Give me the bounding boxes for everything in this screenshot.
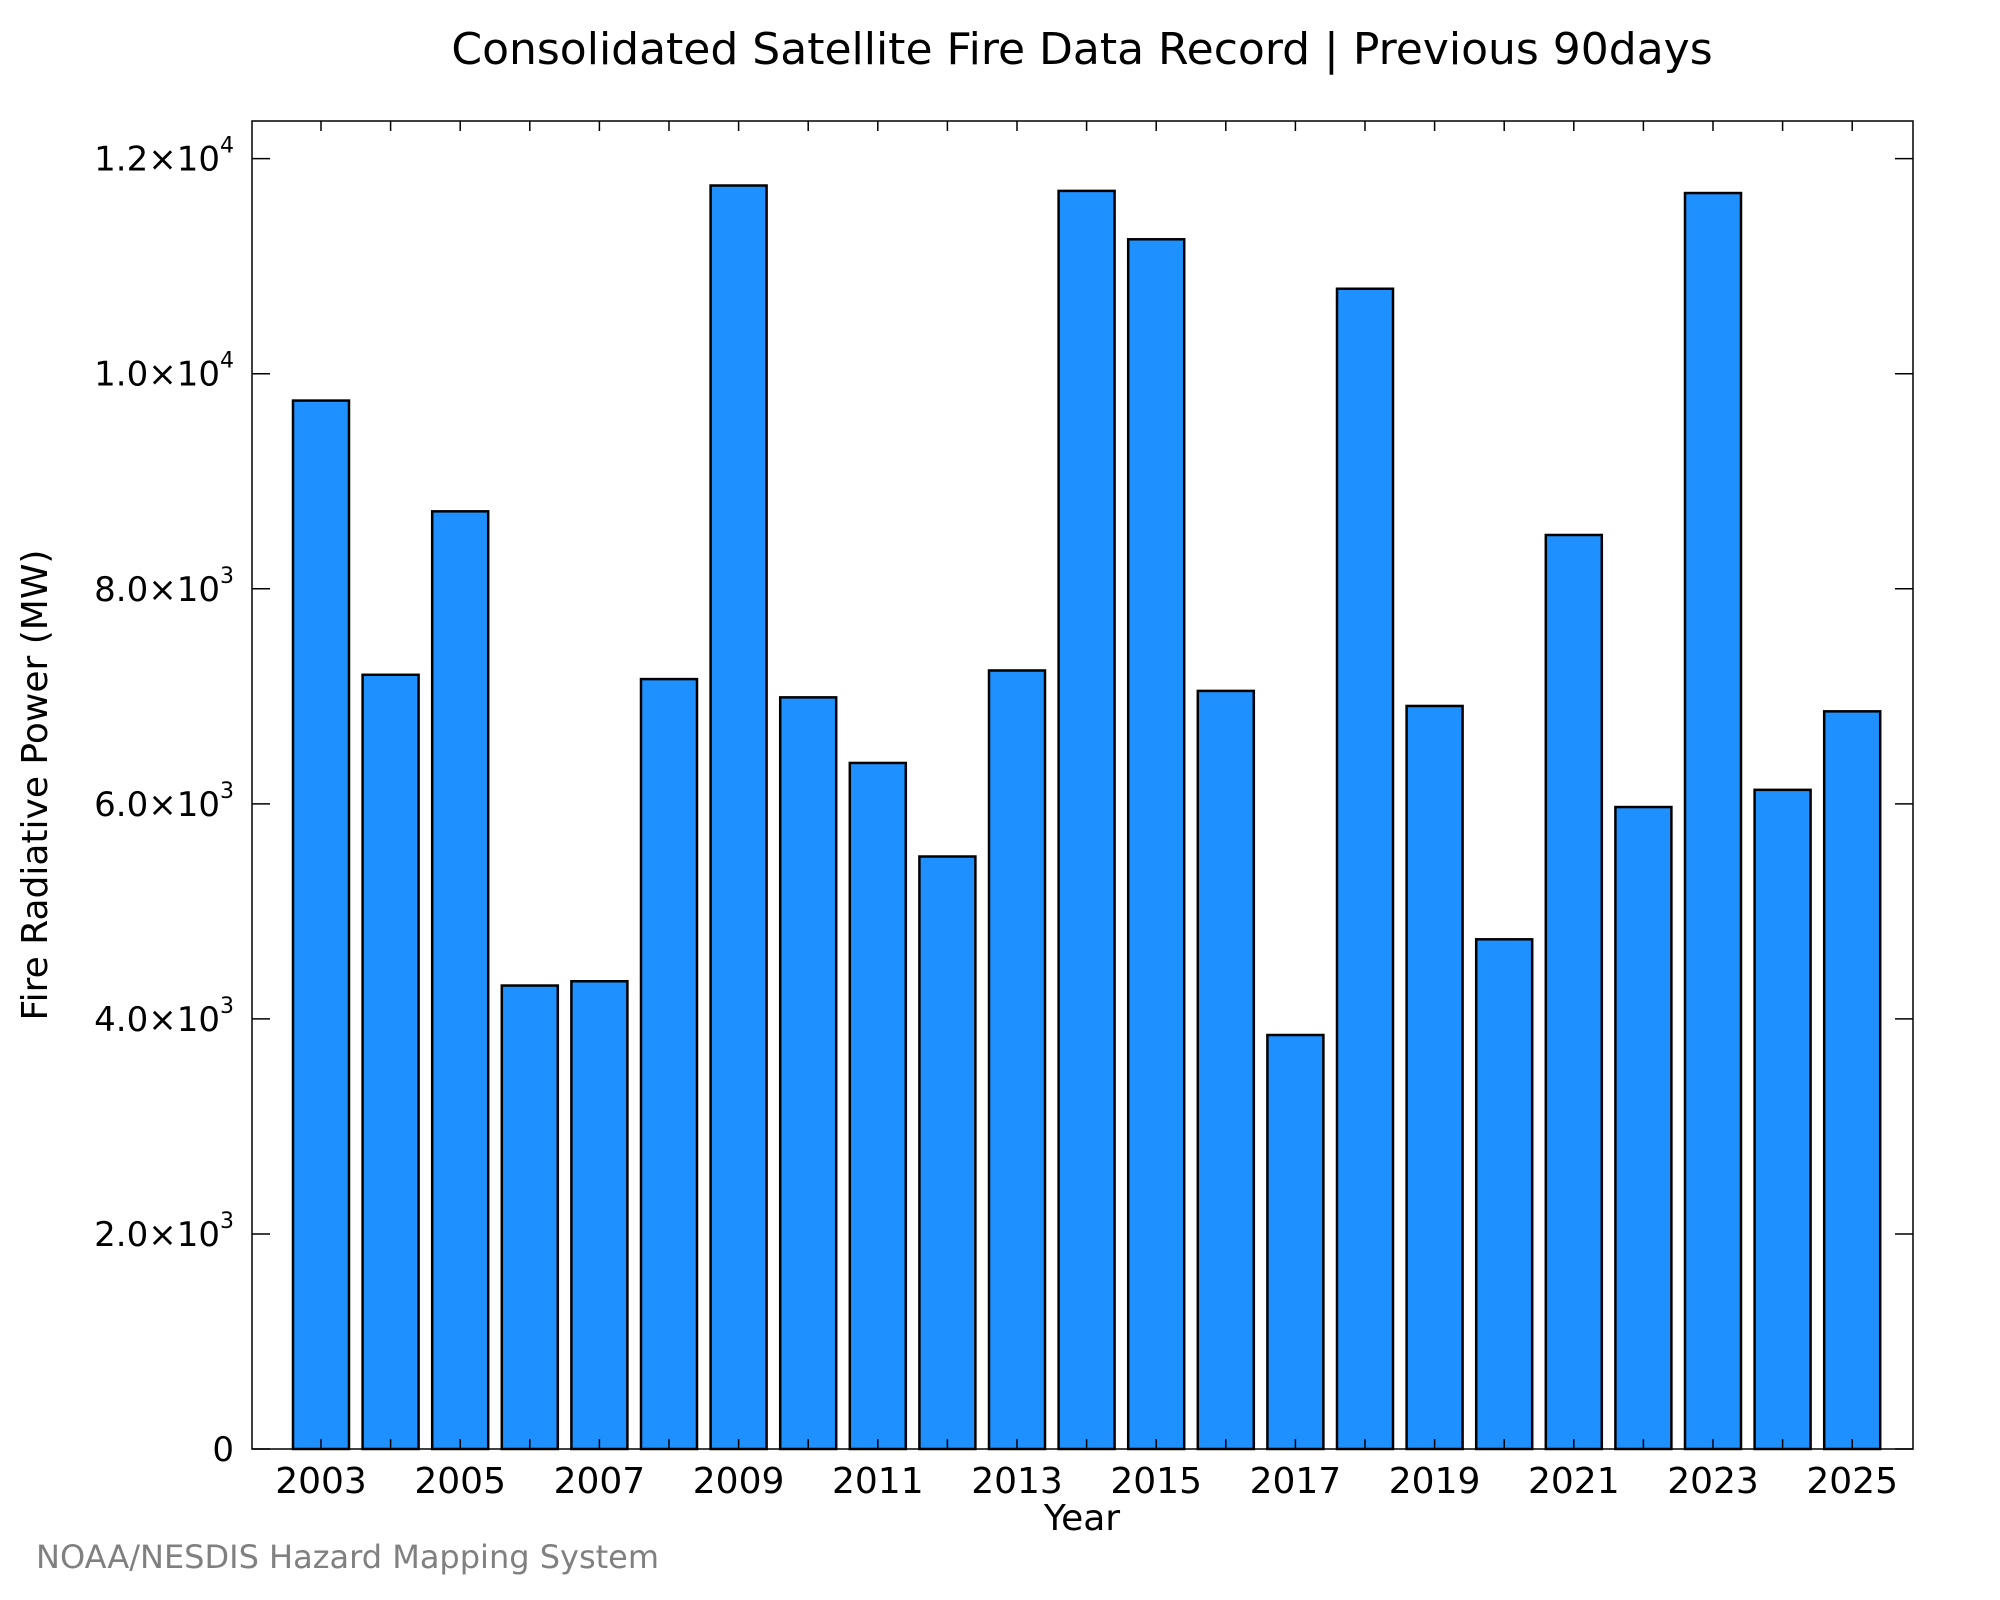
- y-tick-labels: 0 2.0×103 4.0×103 6.0×103 8.0×103 1.0×104 1.2×…: [94, 134, 234, 1470]
- bar-2020: [1474, 938, 1534, 1451]
- bar-2006: [500, 984, 560, 1451]
- bar-2021: [1544, 533, 1604, 1451]
- x-tick-label-2017: 2017: [1250, 1461, 1342, 1502]
- bar-2015: [1126, 238, 1186, 1451]
- bar-2010: [778, 696, 838, 1451]
- bar-2016: [1196, 689, 1256, 1451]
- x-tick-label-2023: 2023: [1667, 1461, 1759, 1502]
- bar-2005: [430, 510, 490, 1451]
- x-tick-label-2007: 2007: [554, 1461, 646, 1502]
- bar-2009: [709, 184, 768, 1451]
- bar-2014: [1057, 189, 1116, 1451]
- y-tick-label-10000: 1.0×104: [94, 349, 234, 395]
- x-tick-labels: 2003 2005 2007 2009 2011 2013 2015 2017 2019 2021…: [275, 1461, 1898, 1502]
- x-tick-label-2005: 2005: [414, 1461, 506, 1502]
- bar-2007: [570, 979, 629, 1451]
- x-tick-label-2015: 2015: [1110, 1461, 1202, 1502]
- x-tick-label-2019: 2019: [1389, 1461, 1481, 1502]
- y-tick-label-12000: 1.2×104: [94, 134, 234, 180]
- x-tick-label-2009: 2009: [693, 1461, 785, 1502]
- bar-2008: [639, 677, 699, 1451]
- bar-2017: [1266, 1033, 1325, 1451]
- chart-title: Consolidated Satellite Fire Data Record …: [451, 24, 1712, 75]
- plot-frame: [251, 120, 1914, 1450]
- y-tick-label-6000: 6.0×103: [94, 779, 234, 825]
- x-tick-label-2011: 2011: [832, 1461, 924, 1502]
- x-tick-label-2025: 2025: [1806, 1461, 1898, 1502]
- y-tick-label-4000: 4.0×103: [94, 994, 234, 1040]
- y-tick-label-0: 0: [212, 1430, 234, 1470]
- x-tick-label-2013: 2013: [971, 1461, 1063, 1502]
- y-tick-label-8000: 8.0×103: [94, 564, 234, 610]
- bar-2022: [1614, 805, 1673, 1451]
- y-axis-label: Fire Radiative Power (MW): [15, 550, 56, 1021]
- y-tick-label-2000: 2.0×103: [94, 1209, 234, 1255]
- bar-2025: [1822, 710, 1882, 1451]
- bar-2018: [1335, 287, 1395, 1451]
- bar-2004: [361, 673, 420, 1451]
- x-tick-label-2003: 2003: [275, 1461, 367, 1502]
- bars-group: [291, 184, 1882, 1451]
- bar-2023: [1683, 191, 1743, 1451]
- bar-2012: [918, 855, 977, 1451]
- bar-2019: [1405, 704, 1464, 1451]
- bar-2024: [1753, 788, 1812, 1451]
- x-tick-label-2021: 2021: [1528, 1461, 1620, 1502]
- credit-text: NOAA/NESDIS Hazard Mapping System: [36, 1538, 660, 1576]
- bar-2013: [987, 669, 1047, 1451]
- bar-2011: [848, 761, 908, 1451]
- axis-ticks: [252, 121, 1913, 1450]
- bar-2003: [291, 399, 351, 1451]
- x-axis-label: Year: [1043, 1498, 1120, 1539]
